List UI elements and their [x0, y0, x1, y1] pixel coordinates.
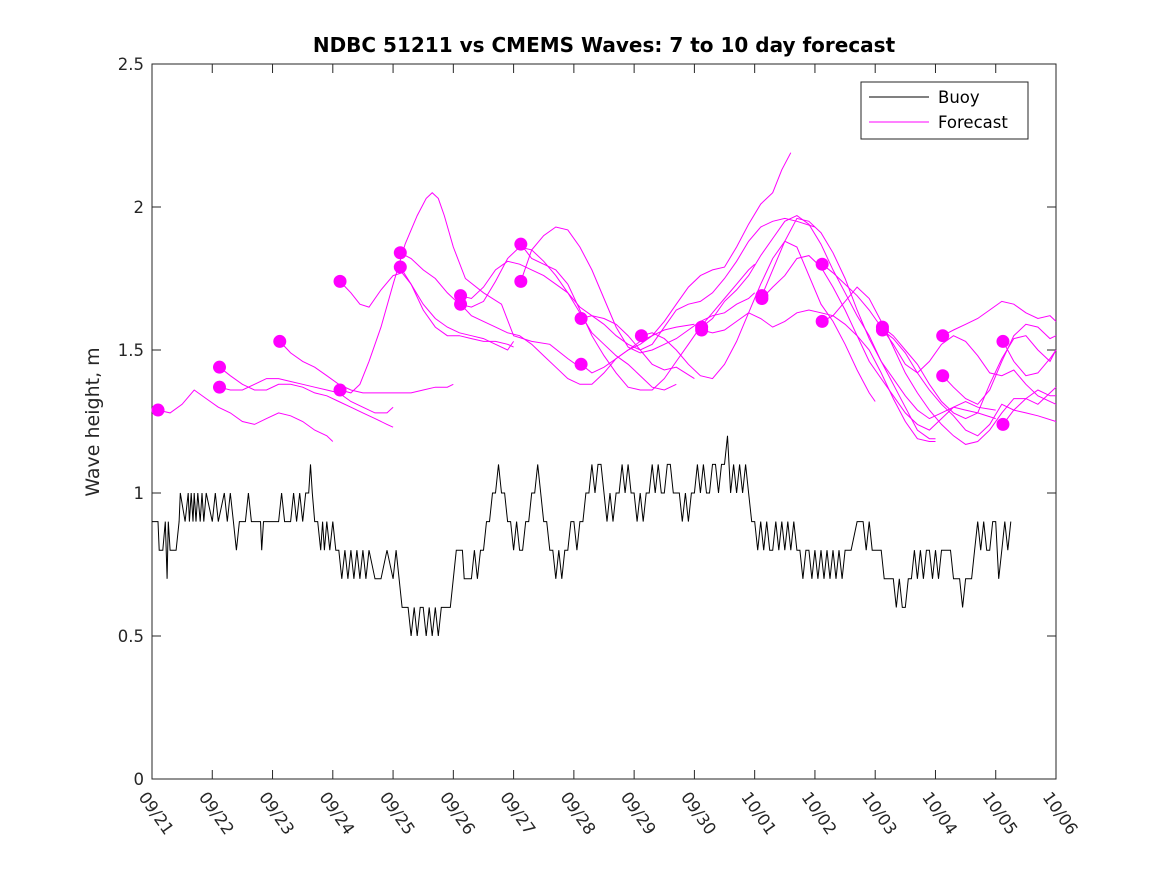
forecast-line [761, 217, 996, 420]
forecast-line [641, 240, 876, 402]
forecast-line [701, 215, 936, 440]
forecast-start-marker [695, 323, 709, 337]
x-tick-label: 09/23 [255, 788, 298, 838]
x-tick-label: 09/25 [376, 788, 419, 838]
forecast-line [219, 378, 394, 414]
forecast-start-marker [634, 329, 648, 343]
y-tick-label: 2.5 [118, 55, 144, 74]
forecast-line [942, 323, 1057, 405]
legend: Buoy Forecast [860, 81, 1029, 140]
legend-buoy-label: Buoy [938, 88, 980, 107]
x-tick-label: 10/03 [858, 788, 901, 838]
x-tick-label: 09/22 [195, 788, 238, 838]
x-tick-label: 09/21 [135, 788, 178, 838]
x-tick-label: 10/02 [798, 788, 841, 838]
forecast-start-marker [996, 417, 1010, 431]
legend-forecast-label: Forecast [938, 113, 1008, 132]
forecast-start-marker [333, 274, 347, 288]
y-tick-label: 0.5 [118, 627, 144, 646]
x-tick-label: 10/05 [978, 788, 1021, 838]
forecast-line [701, 309, 936, 442]
forecast-line [157, 389, 334, 442]
series-layer [151, 152, 1057, 637]
forecast-line [279, 341, 454, 394]
y-tick-label: 2 [134, 198, 145, 217]
forecast-start-marker [574, 357, 588, 371]
forecast-start-marker [454, 297, 468, 311]
forecast-line [1002, 389, 1056, 425]
x-tick-label: 09/28 [557, 788, 600, 838]
y-tick-label: 1 [134, 484, 145, 503]
buoy-line [152, 435, 1012, 637]
forecast-start-marker [875, 323, 889, 337]
x-tick-label: 09/26 [436, 788, 479, 838]
forecast-start-marker [936, 329, 950, 343]
forecast-start-marker [815, 257, 829, 271]
forecast-start-marker [333, 383, 347, 397]
x-tick-label: 10/04 [918, 788, 961, 838]
forecast-line [882, 329, 1057, 437]
x-tick-label: 10/01 [737, 788, 780, 838]
y-tick-label: 1.5 [118, 341, 144, 360]
y-tick-label: 0 [134, 770, 145, 789]
forecast-start-marker [755, 292, 769, 306]
forecast-start-marker [996, 334, 1010, 348]
x-tick-label: 10/06 [1039, 788, 1082, 838]
forecast-line [520, 243, 756, 391]
forecast-start-marker [273, 334, 287, 348]
forecast-line [882, 326, 1057, 420]
forecast-line [400, 246, 677, 391]
forecast-line [460, 260, 695, 380]
plot-area [151, 63, 1057, 780]
forecast-start-marker [212, 360, 226, 374]
x-tick-label: 09/29 [617, 788, 660, 838]
forecast-start-marker [815, 314, 829, 328]
forecast-start-marker [393, 260, 407, 274]
forecast-line [761, 255, 996, 431]
forecast-line [339, 272, 514, 348]
x-tick-label: 09/24 [316, 788, 359, 838]
forecast-start-marker [514, 274, 528, 288]
forecast-line [942, 300, 1057, 337]
forecast-start-marker [151, 403, 165, 417]
forecast-start-marker [936, 369, 950, 383]
chart-title: NDBC 51211 vs CMEMS Waves: 7 to 10 day f… [313, 33, 896, 57]
forecast-start-marker [514, 237, 528, 251]
forecast-start-marker [574, 312, 588, 326]
forecast-line [821, 263, 1057, 405]
forecast-line [520, 226, 756, 354]
y-axis-label: Wave height, m [82, 347, 104, 496]
x-tick-label: 09/27 [496, 788, 539, 838]
forecast-start-marker [393, 246, 407, 260]
legend-box [860, 81, 1029, 140]
forecast-line [399, 266, 515, 351]
forecast-line [580, 217, 816, 351]
forecast-line [821, 286, 1057, 445]
y-axis-ticks: 0 0.5 1 1.5 2 2.5 [118, 55, 1056, 789]
forecast-line [1002, 341, 1057, 377]
forecast-start-marker [212, 380, 226, 394]
x-tick-label: 09/30 [677, 788, 720, 838]
forecast-line [580, 152, 792, 374]
